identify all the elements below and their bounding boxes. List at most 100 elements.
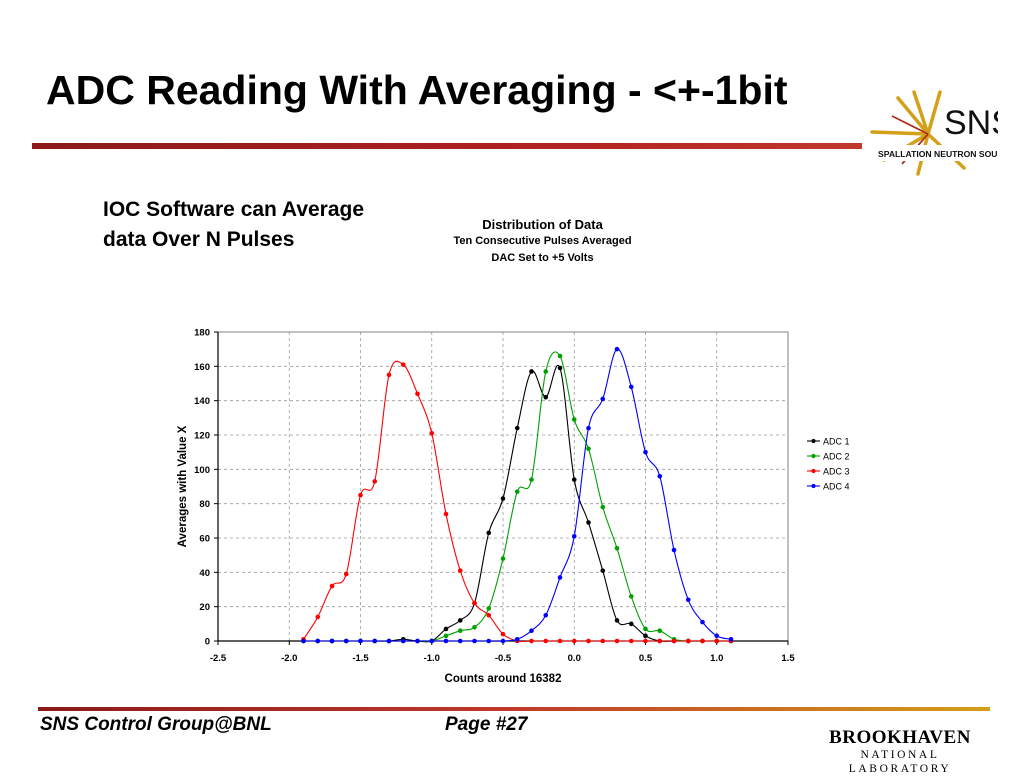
y-tick-label: 60 [199,534,210,545]
x-tick-label: -1.0 [424,653,440,664]
legend-label-adc-1: ADC 1 [823,437,850,447]
point-adc-4 [571,533,577,539]
plot-area [218,332,788,641]
y-tick-label: 120 [194,431,210,442]
y-tick-label: 160 [194,362,210,373]
x-axis-title: Counts around 16382 [445,673,562,685]
sns-logo-word: SNS [944,104,998,142]
point-adc-3 [415,391,420,397]
point-adc-3 [343,571,349,577]
point-adc-4 [400,638,406,644]
point-adc-4 [343,638,349,644]
point-adc-1 [457,618,463,623]
distribution-chart: -2.5 -2.0 -1.5 -1.0 -0.5 0.0 0.5 1.0 1.5 0 20 40 60 8… [177,328,850,686]
chart-subtitle-2: DAC Set to +5 Volts [491,252,594,264]
chart-subtitle-1: Ten Consecutive Pulses Averaged [453,235,632,247]
point-adc-3 [643,638,648,644]
point-adc-3 [457,568,463,573]
point-adc-2 [443,633,449,639]
point-adc-1 [443,626,449,632]
point-adc-4 [671,547,677,553]
legend-marker-adc-3 [811,468,816,474]
chart-title: Distribution of Data [482,217,603,232]
point-adc-4 [429,638,435,644]
point-adc-2 [514,489,520,494]
bnl-logo-word: BROOKHAVEN [829,727,971,748]
legend-label-adc-3: ADC 3 [823,467,850,477]
point-adc-4 [315,638,321,644]
x-tick-label: 1.0 [710,653,723,664]
point-adc-3 [372,479,378,484]
legend-label-adc-2: ADC 2 [823,452,850,462]
footer-group-label: SNS Control Group@BNL [40,714,272,735]
point-adc-4 [514,636,520,642]
x-tick-label: -2.0 [281,653,297,664]
footer-rule [38,707,990,711]
point-adc-2 [614,546,620,551]
point-adc-3 [671,638,677,644]
legend-marker-adc-4 [811,483,816,489]
point-adc-1 [543,394,549,400]
point-adc-2 [657,628,663,633]
sns-logo: SNS SPALLATION NEUTRON SOURCE [870,90,998,176]
point-adc-4 [500,638,506,644]
point-adc-1 [600,568,606,573]
x-tick-label: -2.5 [210,653,227,664]
point-adc-4 [358,638,363,644]
point-adc-3 [315,614,321,620]
point-adc-3 [614,638,620,644]
point-adc-3 [557,638,563,644]
y-tick-label: 20 [199,602,210,613]
bullet-text: IOC Software can Average data Over N Pul… [103,198,365,251]
point-adc-2 [543,369,549,374]
point-adc-2 [600,504,606,510]
point-adc-1 [500,496,506,501]
point-adc-3 [685,638,691,644]
point-adc-1 [643,633,648,639]
point-adc-4 [614,346,620,352]
point-adc-1 [514,425,520,431]
point-adc-2 [457,628,463,633]
point-adc-4 [714,633,720,639]
sns-logo-tagline: SPALLATION NEUTRON SOURCE [878,149,998,159]
point-adc-3 [543,638,549,644]
point-adc-2 [557,353,563,359]
point-adc-2 [500,556,506,561]
point-adc-4 [486,638,492,644]
point-adc-3 [400,362,406,367]
point-adc-2 [643,626,648,632]
point-adc-1 [529,369,534,374]
legend-marker-adc-2 [811,453,816,459]
y-axis-title: Averages with Value X [177,425,189,547]
point-adc-3 [472,600,477,606]
point-adc-1 [628,621,634,627]
point-adc-3 [500,631,506,637]
point-adc-4 [600,396,606,402]
x-tick-label: -1.5 [352,653,369,664]
point-adc-4 [372,638,378,644]
point-adc-3 [486,612,492,618]
point-adc-3 [600,638,606,644]
point-adc-3 [586,638,591,644]
point-adc-3 [700,638,705,644]
bnl-logo-sub: NATIONAL LABORATORY [848,749,952,775]
y-tick-label: 40 [199,568,210,579]
point-adc-4 [586,425,591,431]
legend-label-adc-4: ADC 4 [823,482,850,492]
point-adc-4 [643,449,648,455]
point-adc-2 [571,417,577,422]
title-rule [32,143,862,149]
point-adc-3 [329,583,335,589]
point-adc-2 [586,446,591,452]
x-tick-label: 0.5 [639,653,653,664]
point-adc-3 [714,638,720,644]
point-adc-4 [657,473,663,479]
page-number: Page #27 [445,714,528,735]
point-adc-3 [429,430,435,436]
point-adc-3 [628,638,634,644]
point-adc-4 [700,619,705,625]
point-adc-1 [486,530,492,536]
point-adc-1 [586,520,591,525]
point-adc-3 [529,638,534,644]
point-adc-4 [386,638,392,644]
